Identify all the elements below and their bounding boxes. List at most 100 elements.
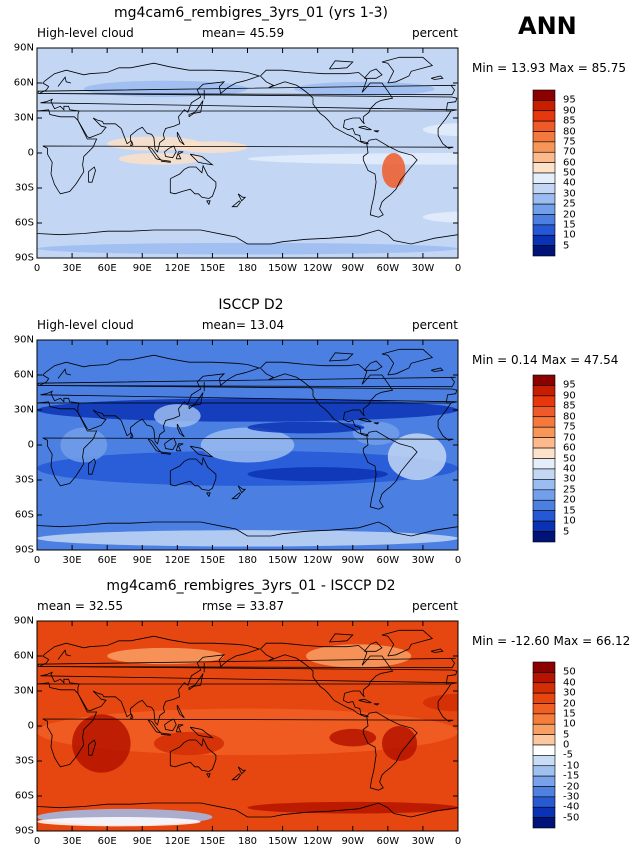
panel-title: mg4cam6_rembigres_3yrs_01 (yrs 1-3): [113, 5, 389, 21]
lon-tick-label: 90W: [341, 263, 365, 274]
colorbar-swatch: [532, 796, 556, 808]
colorbar-swatch: [532, 395, 556, 407]
lat-tick-label: 60N: [13, 650, 34, 662]
lat-tick-label: 60S: [14, 790, 34, 802]
lat-tick-label: 0: [27, 147, 34, 159]
coastlines: [37, 629, 458, 818]
panel-minmax: Min = 13.93 Max = 85.75: [472, 61, 626, 75]
lon-tick-label: 30E: [62, 836, 82, 847]
lat-tick-label: 60S: [14, 509, 34, 521]
colorbar-swatch: [532, 692, 556, 704]
colorbar-swatch: [532, 151, 556, 163]
lon-tick-label: 150W: [268, 263, 298, 274]
coastlines: [37, 348, 458, 537]
lat-tick-label: 60S: [14, 217, 34, 229]
map-field-background: [37, 48, 458, 258]
colorbar-label: 40: [563, 463, 576, 475]
colorbar-swatch: [532, 193, 556, 205]
colorbar-3: [532, 661, 556, 829]
panel-center-label: mean= 45.59: [201, 26, 285, 40]
colorbar-label: 85: [563, 115, 576, 127]
lon-tick-label: 60E: [97, 555, 117, 566]
colorbar-label: 60: [563, 157, 576, 169]
lon-tick-label: 30W: [411, 836, 435, 847]
lon-tick-label: 150E: [199, 555, 226, 566]
lat-tick-label: 30S: [14, 474, 34, 486]
colorbar-swatch: [532, 120, 556, 132]
colorbar-label: 10: [563, 718, 576, 730]
colorbar-label: 15: [563, 219, 576, 231]
lon-tick-label: 150E: [199, 263, 226, 274]
colorbar-swatch: [532, 224, 556, 236]
lat-tick-label: 0: [27, 720, 34, 732]
colorbar-label: 20: [563, 494, 576, 506]
colorbar-label: 95: [563, 94, 576, 106]
colorbar-swatch: [532, 765, 556, 777]
colorbar-swatch: [532, 141, 556, 153]
lon-tick-label: 60E: [97, 263, 117, 274]
lat-tick-label: 90S: [14, 825, 34, 837]
lon-tick-label: 30W: [411, 263, 435, 274]
colorbar-swatch: [532, 458, 556, 470]
colorbar-label: -40: [563, 801, 580, 813]
lon-tick-label: 60W: [376, 263, 400, 274]
lat-tick-label: 90S: [14, 252, 34, 264]
colorbar-label: 5: [563, 729, 570, 741]
colorbar-label: 90: [563, 390, 576, 402]
colorbar-label: 95: [563, 379, 576, 391]
lon-tick-label: 150W: [268, 555, 298, 566]
colorbar-swatch: [532, 406, 556, 418]
lat-tick-label: 60N: [13, 369, 34, 381]
colorbar-swatch: [532, 786, 556, 798]
colorbar-swatch: [532, 723, 556, 735]
colorbar-label: 50: [563, 666, 576, 678]
colorbar-label: 30: [563, 473, 576, 485]
colorbar-swatch: [532, 520, 556, 532]
colorbar-swatch: [532, 172, 556, 184]
colorbar-swatch: [532, 489, 556, 501]
lon-tick-label: 30W: [411, 555, 435, 566]
panel-center-label: rmse = 33.87: [201, 599, 285, 613]
colorbar-swatch: [532, 183, 556, 195]
colorbar-swatch: [532, 374, 556, 386]
colorbar-label: 15: [563, 505, 576, 517]
colorbar-swatch: [532, 672, 556, 684]
lon-tick-label: 180: [237, 263, 258, 274]
lon-tick-label: 30E: [62, 555, 82, 566]
panel-minmax: Min = -12.60 Max = 66.12: [472, 634, 631, 648]
colorbar-swatch: [532, 416, 556, 428]
lon-tick-label: 90W: [341, 836, 365, 847]
lon-tick-label: 180: [237, 555, 258, 566]
colorbar-label: 50: [563, 167, 576, 179]
panel-center-label: mean= 13.04: [201, 318, 285, 332]
colorbar-swatch: [532, 437, 556, 449]
panel-title: mg4cam6_rembigres_3yrs_01 - ISCCP D2: [106, 578, 396, 594]
colorbar-swatch: [532, 131, 556, 143]
colorbar-swatch: [532, 713, 556, 725]
lon-tick-label: 180: [237, 836, 258, 847]
colorbar-label: 40: [563, 677, 576, 689]
colorbar-2: [532, 374, 556, 543]
colorbar-swatch: [532, 531, 556, 543]
colorbar-swatch: [532, 479, 556, 491]
colorbar-label: -5: [563, 749, 573, 761]
colorbar-swatch: [532, 744, 556, 756]
colorbar-label: 90: [563, 105, 576, 117]
colorbar-label: 80: [563, 126, 576, 137]
colorbar-swatch: [532, 510, 556, 522]
lat-tick-label: 90N: [13, 334, 34, 346]
lon-tick-label: 0: [33, 555, 41, 566]
lon-tick-label: 120W: [303, 555, 333, 566]
colorbar-swatch: [532, 755, 556, 767]
colorbar-label: 0: [563, 739, 570, 751]
panel-left-label: High-level cloud: [37, 26, 134, 40]
colorbar-swatch: [532, 817, 556, 829]
lon-tick-label: 120E: [164, 555, 191, 566]
lon-tick-label: 90E: [132, 263, 152, 274]
colorbar-swatch: [532, 245, 556, 257]
panel-right-label: percent: [412, 599, 458, 613]
colorbar-label: 25: [563, 198, 576, 210]
colorbar-swatch: [532, 110, 556, 122]
colorbar-swatch: [532, 806, 556, 818]
colorbar-swatch: [532, 100, 556, 112]
